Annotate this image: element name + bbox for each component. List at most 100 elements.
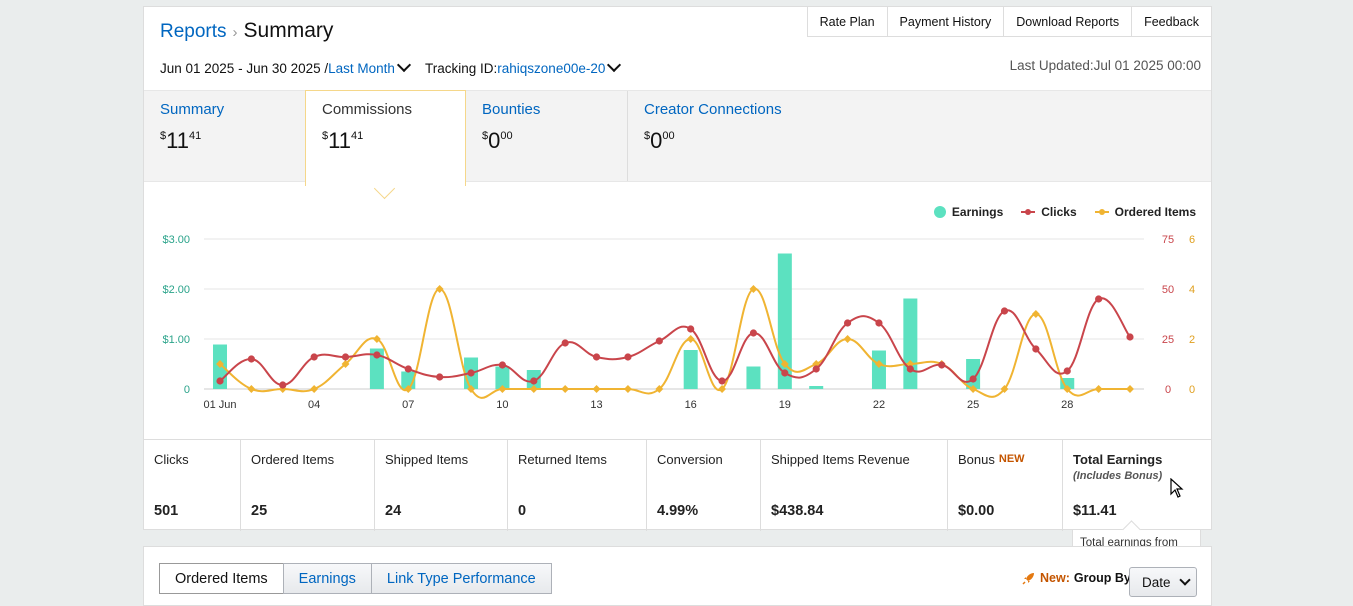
metric-label: Clicks [154, 452, 189, 467]
ordered-items-point [310, 385, 319, 393]
download-reports-button[interactable]: Download Reports [1004, 6, 1133, 37]
x-axis-tick: 25 [967, 399, 979, 411]
legend-earnings[interactable]: Earnings [933, 205, 1004, 219]
legend-clicks[interactable]: Clicks [1021, 205, 1077, 219]
amount-cents: 41 [350, 130, 364, 142]
metric-value: 4.99% [657, 503, 699, 519]
summary-panel: Reports › Summary Rate Plan Payment Histor… [143, 6, 1212, 531]
currency-symbol: $ [322, 130, 329, 142]
metric-value: 24 [385, 503, 402, 519]
date-range-selector[interactable]: Jun 01 2025 - Jun 30 2025 /Last Month [160, 57, 415, 76]
ordered-items-point [341, 360, 350, 368]
ordered-items-swatch [1094, 207, 1109, 217]
clicks-point [687, 325, 695, 333]
breadcrumb-reports-link[interactable]: Reports [160, 21, 227, 42]
ordered-items-point [404, 385, 413, 393]
payment-history-button[interactable]: Payment History [887, 6, 1005, 37]
clicks-point [781, 369, 789, 377]
metrics-row: Clicks 501 Ordered Items 25 Shipped Item… [144, 439, 1211, 531]
currency-symbol: $ [644, 130, 651, 142]
date-preset-link[interactable]: Last Month [328, 61, 395, 76]
x-axis-tick: 19 [779, 399, 791, 411]
metric-value: $11.41 [1073, 503, 1117, 519]
tab-amount: $1141 [322, 128, 449, 154]
mouse-cursor-icon [1170, 478, 1184, 498]
x-axis-tick: 13 [590, 399, 602, 411]
clicks-point [843, 319, 852, 327]
clicks-point [592, 353, 601, 361]
earnings-bar [746, 366, 761, 389]
breadcrumb-separator: › [232, 24, 238, 41]
ordered-items-point [247, 385, 256, 393]
tab-commissions[interactable]: Commissions $1141 [305, 90, 466, 186]
tab-summary[interactable]: Summary $1141 [144, 91, 305, 181]
legend-label: Ordered Items [1114, 205, 1196, 219]
right-axis-ordered-tick: 6 [1189, 234, 1195, 246]
clicks-point [247, 355, 255, 363]
earnings-bar [809, 386, 824, 389]
ordered-items-point [1126, 385, 1134, 393]
ordered-items-point [498, 385, 507, 393]
date-range-text: Jun 01 2025 - Jun 30 2025 / [160, 61, 329, 76]
amount-cents: 41 [188, 130, 202, 142]
currency-symbol: $ [160, 130, 167, 142]
tab-bounties[interactable]: Bounties $000 [466, 91, 628, 181]
rate-plan-button[interactable]: Rate Plan [806, 6, 888, 37]
tab-label: Summary [160, 101, 225, 118]
group-by-label: Group By: [1073, 571, 1135, 585]
x-axis-tick: 01 Jun [203, 399, 236, 411]
rocket-icon [1022, 573, 1034, 585]
x-axis-tick: 16 [685, 399, 697, 411]
legend-label: Earnings [951, 205, 1004, 219]
metric-label: Conversion [657, 452, 723, 467]
left-axis-tick: $2.00 [162, 284, 190, 296]
new-label: New: [1040, 571, 1070, 585]
metric-label: Ordered Items [251, 452, 335, 467]
clicks-point [938, 361, 946, 369]
detail-panel: Ordered Items Earnings Link Type Perform… [143, 546, 1212, 606]
metric-label: Shipped Items Revenue [771, 452, 910, 467]
clicks-point [530, 377, 538, 385]
feedback-button[interactable]: Feedback [1132, 6, 1212, 37]
metric-conversion: Conversion 4.99% [647, 440, 761, 531]
currency-symbol: $ [482, 130, 489, 142]
clicks-point [1126, 333, 1134, 341]
metric-label: Returned Items [518, 452, 607, 467]
chart-legend: Earnings Clicks Ordered Items [933, 205, 1196, 219]
group-by-control: New: Group By: [1022, 571, 1135, 585]
tracking-id-value[interactable]: rahiqszone00e-20 [497, 61, 606, 76]
tab-earnings[interactable]: Earnings [282, 563, 372, 594]
clicks-point [655, 337, 663, 345]
right-axis-clicks-tick: 0 [1165, 384, 1171, 396]
ordered-items-point [1000, 385, 1009, 393]
ordered-items-point [592, 385, 601, 393]
top-button-group: Rate Plan Payment History Download Repor… [806, 6, 1212, 37]
tracking-id-selector[interactable]: Tracking ID:rahiqszone00e-20 [425, 57, 625, 76]
earnings-bar [777, 253, 792, 389]
amount-whole: 11 [328, 128, 351, 153]
x-axis-tick: 07 [402, 399, 414, 411]
metric-label: Total Earnings [1073, 452, 1163, 467]
tab-label: Bounties [482, 101, 541, 118]
clicks-point [467, 369, 475, 377]
group-by-dropdown[interactable]: Date [1129, 567, 1197, 597]
clicks-point [373, 351, 381, 359]
ordered-items-point [906, 360, 915, 368]
metric-total-earnings[interactable]: Total Earnings (Includes Bonus) $11.41 [1063, 440, 1211, 531]
clicks-point [906, 365, 914, 373]
right-axis-clicks-tick: 25 [1162, 334, 1174, 346]
earnings-chart: $3.00 75 6 $2.00 50 4 $1.00 25 2 0 0 0 01 Jun 04 07 10 1… [162, 234, 1195, 411]
tab-creator-connections[interactable]: Creator Connections $000 [628, 91, 848, 181]
clicks-point [279, 381, 287, 389]
tracking-id-label: Tracking ID: [425, 61, 498, 76]
metric-shipped-items: Shipped Items 24 [375, 440, 508, 531]
metric-value: $0.00 [958, 503, 995, 519]
tab-ordered-items[interactable]: Ordered Items [159, 563, 284, 594]
earnings-swatch [933, 206, 946, 218]
new-badge: NEW [998, 453, 1025, 465]
legend-ordered-items[interactable]: Ordered Items [1094, 205, 1196, 219]
tab-label: Commissions [322, 101, 413, 118]
right-axis-clicks-tick: 75 [1162, 234, 1174, 246]
tab-link-type-performance[interactable]: Link Type Performance [370, 563, 552, 594]
metric-value: 0 [518, 503, 527, 519]
